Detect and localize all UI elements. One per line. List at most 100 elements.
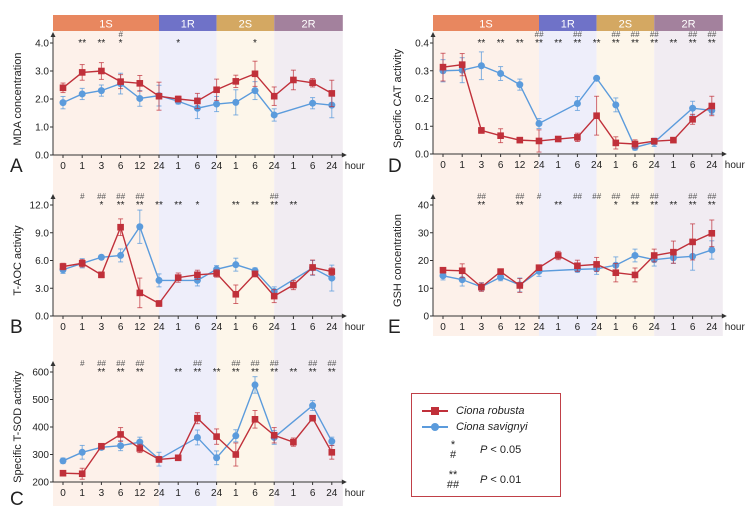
chart-D: 0.0 0.1 0.2 0.3 0.4 0 1 3 6 12 24 1 6 24 1 6 24 1 6 24 hour S… [388, 30, 745, 177]
y-tick-label: 0.0 [35, 312, 49, 323]
x-axis-arrow [341, 152, 347, 158]
data-point [232, 290, 240, 298]
data-point [78, 470, 86, 478]
significance-star: ** [213, 367, 221, 378]
series-robusta [439, 52, 716, 153]
phase-header-2S [596, 15, 655, 31]
significance-hash: ## [231, 359, 240, 368]
data-point [574, 134, 581, 141]
x-tick-label: 6 [252, 161, 258, 172]
y-axis-arrow [430, 32, 436, 37]
p-threshold: < 0.01 [487, 474, 522, 486]
data-point [174, 454, 182, 462]
significance-hash: ## [116, 192, 125, 201]
series-robusta [59, 60, 336, 111]
data-point [516, 81, 524, 89]
data-point [136, 223, 144, 231]
data-point [612, 139, 620, 147]
data-point [631, 252, 639, 260]
significance-star: * [99, 200, 103, 211]
x-tick-label: 24 [649, 160, 661, 171]
x-tick-label: 6 [632, 322, 638, 333]
y-tick-label: 500 [32, 395, 49, 406]
legend: Ciona robusta Ciona savignyi * # P < 0.0… [411, 393, 561, 497]
significance-star: ** [117, 367, 125, 378]
data-point [78, 259, 86, 267]
x-tick-label: 24 [326, 322, 338, 333]
x-tick-label: 1 [233, 488, 239, 499]
x-axis-arrow [341, 313, 347, 319]
data-point [232, 98, 240, 106]
x-tick-label: 24 [706, 322, 718, 333]
panel-letter-C: C [10, 489, 24, 510]
data-point [593, 261, 600, 268]
x-tick-label: 1 [79, 488, 85, 499]
x-tick-label: 1 [79, 161, 85, 172]
legend-swatch-savignyi [422, 422, 448, 432]
x-tick-label: 3 [99, 488, 105, 499]
data-point [174, 274, 182, 281]
significance-star: ** [670, 200, 678, 211]
phase-label-1S: 1S [479, 19, 492, 31]
data-point [251, 70, 259, 78]
data-point [213, 270, 220, 277]
data-point [439, 63, 447, 71]
x-tick-label: 6 [252, 322, 258, 333]
y-tick-label: 9.0 [35, 228, 49, 239]
significance-hash: ## [251, 359, 260, 368]
y-tick-label: 10 [418, 284, 430, 295]
y-tick-label: 6.0 [35, 256, 49, 267]
data-point [213, 454, 221, 462]
x-tick-label: 1 [459, 160, 465, 171]
panel-letter-E: E [388, 317, 401, 338]
chart-B: 0.0 3.0 6.0 9.0 12.0 0 1 3 6 12 24 1 6 24 1 6 24 1 6 24 hour… [10, 192, 365, 338]
data-point [117, 431, 124, 438]
x-tick-label: 0 [440, 160, 446, 171]
significance-hash: # [80, 192, 85, 201]
data-point [516, 136, 524, 144]
data-point [535, 137, 543, 145]
significance-hash: ## [535, 30, 544, 39]
data-point [270, 431, 278, 439]
legend-p001: P < 0.01 [480, 474, 521, 486]
x-tick-label: 1 [175, 161, 181, 172]
data-point [477, 62, 485, 70]
significance-star: ** [516, 200, 524, 211]
data-point [155, 276, 163, 284]
phase-header-2S [216, 15, 275, 31]
phase-label-1S: 1S [99, 19, 112, 31]
x-tick-label: 24 [211, 322, 223, 333]
data-point [78, 69, 86, 76]
x-tick-label: 6 [498, 322, 504, 333]
y-axis-arrow [50, 361, 56, 366]
phase-background-2R [654, 30, 723, 336]
significance-star: ** [554, 200, 562, 211]
y-tick-label: 0.4 [415, 39, 429, 50]
significance-hash: ## [477, 192, 486, 201]
x-tick-label: 1 [555, 160, 561, 171]
data-point [232, 432, 240, 440]
data-point [98, 67, 105, 75]
data-point [117, 223, 124, 231]
x-tick-label: 1 [175, 322, 181, 333]
series-robusta [59, 218, 336, 309]
data-point [213, 86, 220, 94]
x-tick-label: 24 [153, 161, 165, 172]
x-tick-label: 6 [632, 160, 638, 171]
significance-hash: ## [193, 359, 202, 368]
data-point [194, 414, 201, 422]
significance-hash: ## [327, 359, 336, 368]
y-axis-label: MDA concentration [12, 53, 24, 146]
data-point [574, 262, 581, 270]
x-tick-label: 1 [613, 322, 619, 333]
data-point [631, 271, 639, 279]
data-point [251, 416, 259, 423]
data-point [290, 438, 297, 446]
data-point [98, 271, 105, 279]
data-point [155, 92, 163, 100]
x-tick-label: 1 [79, 322, 85, 333]
significance-star: * [176, 38, 180, 49]
x-axis-label: hour [345, 488, 366, 499]
significance-star: ** [174, 200, 182, 211]
phase-header-1R [539, 15, 597, 31]
